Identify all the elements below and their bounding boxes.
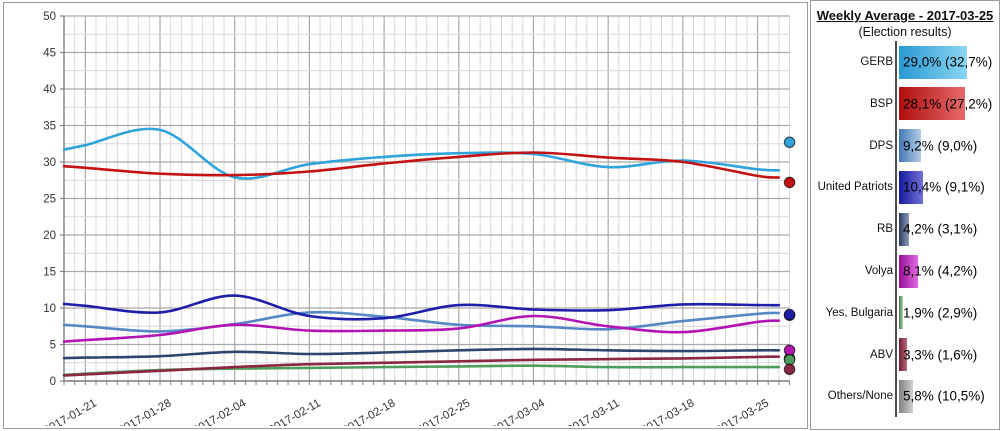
legend-bar-zone: 8,1% (4,2%) (899, 254, 997, 288)
legend-party-label: GERB (860, 56, 893, 68)
trend-line-bsp (62, 151, 781, 179)
y-axis-tick-label: 50 (43, 11, 56, 23)
election-result-dot-united-patriots (783, 308, 796, 321)
trend-chart-panel: 0 5 10 15 20 25 30 35 40 45 50 2017-01-21 2017-01-28… (3, 2, 808, 431)
legend-party-label: Volya (864, 265, 893, 277)
legend-bar (899, 296, 904, 330)
legend-axis-line (895, 41, 897, 417)
election-result-dot-gerb (783, 136, 796, 149)
legend-value: 3,3% (1,6%) (903, 347, 978, 363)
legend-party-label: ABV (869, 348, 893, 361)
legend-bar (899, 379, 913, 413)
trend-line-dps (62, 310, 781, 333)
trend-line-united-patriots (62, 294, 781, 321)
legend-row: RB 4,2% (3,1%) (811, 208, 997, 250)
legend-bar-zone: 10,4% (9,1%) (899, 170, 997, 204)
legend-row: BSP 28,1% (27,2%) (811, 83, 997, 125)
legend-party-label: RB (877, 223, 893, 236)
legend-bar-zone: 5,8% (10,5%) (899, 379, 997, 413)
legend-value: 5,8% (10,5%) (903, 388, 985, 404)
legend-subtitle: (Election results) (858, 25, 952, 39)
x-axis-tick-label: 2017-03-25 (714, 397, 771, 426)
y-axis-tick-label: 40 (43, 84, 56, 96)
legend-row: Volya 8,1% (4,2%) (811, 250, 997, 292)
legend-bar-zone: 1,9% (2,9%) (899, 296, 997, 330)
legend-value: 28,1% (27,2%) (903, 96, 993, 112)
x-axis-tick-label: 2017-03-11 (565, 397, 621, 426)
legend-bar (899, 338, 907, 372)
election-result-dot-volya (783, 344, 796, 357)
legend-value: 1,9% (2,9%) (903, 305, 978, 321)
y-axis-tick-label: 5 (50, 340, 56, 352)
legend-value: 9,2% (9,0%) (903, 138, 978, 154)
legend-row: United Patriots 10,4% (9,1%) (811, 166, 997, 208)
legend-bar (899, 45, 968, 79)
trend-line-rb (62, 347, 781, 360)
y-axis-tick-label: 25 (43, 194, 56, 206)
legend-bar (899, 87, 966, 121)
legend-party-label: United Patriots (817, 181, 893, 194)
y-axis-tick-label: 35 (43, 121, 56, 133)
legend-value: 10,4% (9,1%) (903, 179, 985, 195)
y-axis-tick-label: 10 (43, 303, 56, 315)
legend-bar (899, 212, 909, 246)
legend-value: 29,0% (32,7%) (903, 54, 993, 70)
trend-line-volya (62, 314, 781, 343)
legend-party-label: BSP (869, 97, 893, 110)
y-axis-tick-label: 20 (43, 230, 56, 242)
legend-bar-zone: 29,0% (32,7%) (899, 45, 997, 79)
legend-value: 4,2% (3,1%) (903, 221, 978, 237)
legend-title: Weekly Average - 2017-03-25 (816, 8, 994, 23)
x-axis-tick-label: 2017-03-18 (639, 397, 696, 426)
legend-bar (899, 254, 919, 288)
legend-bar-zone: 28,1% (27,2%) (899, 87, 997, 121)
legend-row: GERB 29,0% (32,7%) (811, 41, 997, 83)
x-axis-tick-label: 2017-01-28 (117, 397, 174, 426)
x-axis-tick-label: 2017-02-11 (267, 397, 323, 426)
legend-value: 8,1% (4,2%) (903, 263, 978, 279)
y-axis-tick-label: 0 (50, 376, 56, 388)
x-axis-tick-label: 2017-02-18 (341, 397, 398, 426)
legend-row: Yes, Bulgaria 1,9% (2,9%) (811, 292, 997, 334)
election-result-dot-yes-bulgaria (783, 354, 796, 366)
election-result-dot-bsp (783, 176, 796, 189)
x-axis-tick-label: 2017-02-25 (415, 397, 472, 426)
y-axis-tick-label: 45 (43, 48, 56, 60)
x-axis-tick-label: 2017-02-04 (191, 397, 248, 426)
legend-party-label: Yes, Bulgaria (825, 306, 893, 319)
legend-bar (899, 129, 921, 163)
legend-bar-zone: 4,2% (3,1%) (899, 212, 997, 246)
trend-line-gerb (62, 127, 781, 180)
poll-trend-chart: 0 5 10 15 20 25 30 35 40 45 50 2017-01-21 2017-01-28… (42, 11, 796, 431)
legend-row: Others/None 5,8% (10,5%) (811, 375, 997, 417)
x-axis-tick-label: 2017-01-21 (42, 397, 99, 426)
legend-row: ABV 3,3% (1,6%) (811, 334, 997, 376)
legend-row: DPS 9,2% (9,0%) (811, 125, 997, 167)
legend-rows: GERB 29,0% (32,7%) BSP 28,1% (27,2%) DPS 9,2%… (811, 41, 999, 425)
legend-party-label: DPS (869, 139, 893, 152)
legend-bar-zone: 9,2% (9,0%) (899, 129, 997, 163)
legend-panel: Weekly Average - 2017-03-25 (Election re… (810, 0, 1000, 430)
x-axis-tick-label: 2017-03-04 (490, 397, 547, 426)
y-axis-tick-label: 30 (43, 157, 56, 169)
legend-bar (899, 170, 924, 204)
trend-line-abv (62, 355, 781, 377)
election-result-dot-abv (783, 363, 796, 376)
y-axis-tick-label: 15 (43, 267, 56, 279)
legend-bar-zone: 3,3% (1,6%) (899, 338, 997, 372)
legend-party-label: Others/None (827, 390, 893, 403)
